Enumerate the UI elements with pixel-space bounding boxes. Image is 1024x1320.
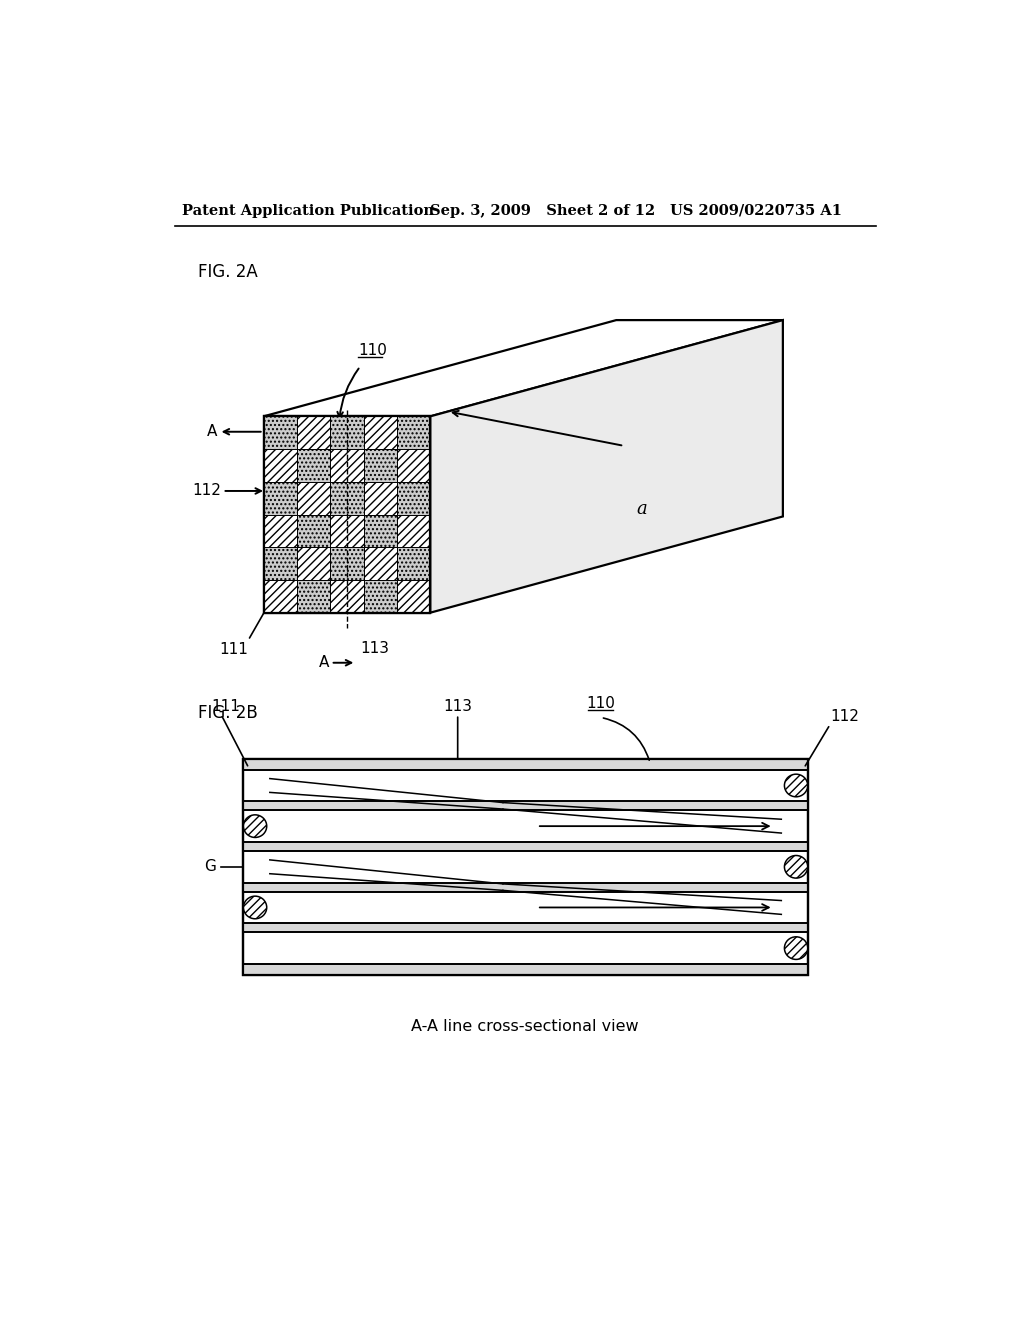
Ellipse shape bbox=[784, 937, 808, 960]
Polygon shape bbox=[297, 416, 331, 449]
Polygon shape bbox=[243, 842, 809, 851]
Polygon shape bbox=[397, 416, 430, 449]
Text: A: A bbox=[207, 424, 217, 440]
Text: 113: 113 bbox=[443, 700, 472, 714]
Polygon shape bbox=[364, 416, 397, 449]
Text: 110: 110 bbox=[358, 343, 387, 359]
Polygon shape bbox=[331, 515, 364, 548]
Polygon shape bbox=[263, 515, 297, 548]
Text: A-A line cross-sectional view: A-A line cross-sectional view bbox=[411, 1019, 639, 1035]
Polygon shape bbox=[364, 482, 397, 515]
Polygon shape bbox=[331, 449, 364, 482]
Ellipse shape bbox=[784, 855, 808, 878]
Polygon shape bbox=[397, 482, 430, 515]
Polygon shape bbox=[263, 416, 430, 612]
Polygon shape bbox=[297, 482, 331, 515]
Polygon shape bbox=[263, 321, 783, 416]
Ellipse shape bbox=[244, 896, 266, 919]
Polygon shape bbox=[297, 548, 331, 579]
Polygon shape bbox=[331, 416, 364, 449]
Ellipse shape bbox=[244, 814, 266, 837]
Polygon shape bbox=[263, 579, 297, 612]
Polygon shape bbox=[397, 515, 430, 548]
Text: Sep. 3, 2009   Sheet 2 of 12: Sep. 3, 2009 Sheet 2 of 12 bbox=[430, 203, 655, 218]
Text: A: A bbox=[318, 655, 329, 671]
Polygon shape bbox=[430, 321, 783, 612]
Polygon shape bbox=[263, 548, 297, 579]
Text: 113: 113 bbox=[360, 642, 389, 656]
Polygon shape bbox=[397, 548, 430, 579]
Polygon shape bbox=[364, 548, 397, 579]
Polygon shape bbox=[243, 759, 809, 770]
Polygon shape bbox=[331, 579, 364, 612]
Text: US 2009/0220735 A1: US 2009/0220735 A1 bbox=[671, 203, 843, 218]
Text: Patent Application Publication: Patent Application Publication bbox=[182, 203, 434, 218]
Polygon shape bbox=[263, 449, 297, 482]
Text: 112: 112 bbox=[830, 709, 859, 725]
Polygon shape bbox=[243, 923, 809, 932]
Polygon shape bbox=[243, 801, 809, 810]
Polygon shape bbox=[364, 515, 397, 548]
Polygon shape bbox=[243, 883, 809, 892]
Polygon shape bbox=[297, 579, 331, 612]
Polygon shape bbox=[243, 759, 809, 974]
Polygon shape bbox=[243, 964, 809, 974]
Ellipse shape bbox=[784, 774, 808, 797]
Text: a: a bbox=[637, 500, 647, 519]
Text: 110: 110 bbox=[586, 696, 615, 711]
Polygon shape bbox=[364, 579, 397, 612]
Text: 111: 111 bbox=[219, 642, 248, 657]
Polygon shape bbox=[364, 449, 397, 482]
Text: 112: 112 bbox=[193, 483, 221, 499]
Polygon shape bbox=[297, 515, 331, 548]
Polygon shape bbox=[331, 482, 364, 515]
Polygon shape bbox=[263, 416, 297, 449]
Polygon shape bbox=[331, 548, 364, 579]
Polygon shape bbox=[397, 449, 430, 482]
Text: G: G bbox=[204, 859, 216, 874]
Text: FIG. 2A: FIG. 2A bbox=[198, 264, 257, 281]
Polygon shape bbox=[297, 449, 331, 482]
Polygon shape bbox=[263, 482, 297, 515]
Polygon shape bbox=[397, 579, 430, 612]
Text: 111: 111 bbox=[212, 700, 241, 714]
Text: FIG. 2B: FIG. 2B bbox=[198, 704, 257, 722]
